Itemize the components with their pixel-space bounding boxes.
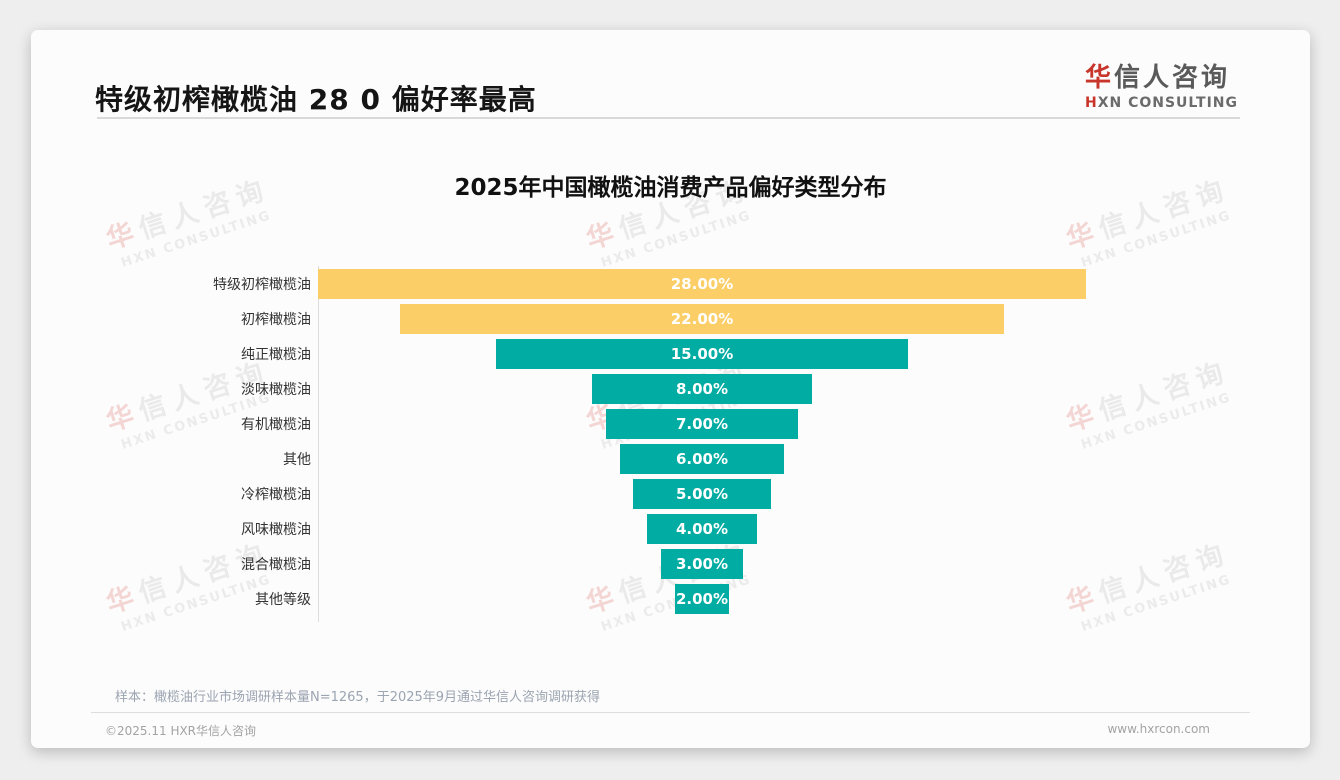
chart-row: 其他 6.00%	[95, 444, 1270, 474]
bar-value-label: 28.00%	[670, 275, 734, 293]
footer-website: www.hxrcon.com	[1107, 722, 1210, 736]
chart-row: 淡味橄榄油 8.00%	[95, 374, 1270, 404]
bar-value-label: 8.00%	[675, 380, 729, 398]
category-axis-line	[318, 266, 319, 622]
funnel-bar: 6.00%	[619, 444, 785, 474]
bar-area: 2.00%	[318, 584, 1270, 614]
logo-cn-text: 华信人咨询	[1084, 63, 1230, 93]
funnel-bar: 4.00%	[647, 514, 757, 544]
chart-row: 特级初榨橄榄油 28.00%	[95, 269, 1270, 299]
sample-note: 样本：橄榄油行业市场调研样本量N=1265，于2025年9月通过华信人咨询调研获…	[115, 690, 601, 705]
funnel-bar: 15.00%	[496, 339, 908, 369]
bar-value-label: 22.00%	[670, 310, 734, 328]
funnel-bar: 22.00%	[400, 304, 1004, 334]
company-logo: 华信人咨询 HXN CONSULTING	[1085, 57, 1238, 111]
bar-area: 4.00%	[318, 514, 1270, 544]
bar-value-label: 6.00%	[675, 450, 728, 468]
chart-row: 混合橄榄油 3.00%	[95, 549, 1270, 579]
logo-en-text: HXN CONSULTING	[1084, 95, 1238, 111]
funnel-bar: 5.00%	[633, 479, 771, 509]
chart-row: 初榨橄榄油 22.00%	[95, 304, 1270, 334]
bar-value-label: 7.00%	[675, 415, 729, 433]
category-label: 混合橄榄油	[241, 557, 311, 573]
chart-row: 风味橄榄油 4.00%	[95, 514, 1270, 544]
bar-value-label: 15.00%	[670, 345, 734, 363]
bar-value-label: 2.00%	[675, 590, 728, 608]
bar-area: 3.00%	[318, 549, 1270, 579]
funnel-chart: 特级初榨橄榄油 28.00% 初榨橄榄油 22.00% 纯正橄榄油 15.00%…	[95, 266, 1270, 622]
bar-area: 7.00%	[318, 409, 1270, 439]
chart-row: 冷榨橄榄油 5.00%	[95, 479, 1270, 509]
chart-row: 纯正橄榄油 15.00%	[95, 339, 1270, 369]
category-label: 淡味橄榄油	[241, 382, 311, 398]
footer-divider	[91, 712, 1250, 713]
bar-area: 5.00%	[318, 479, 1270, 509]
bar-value-label: 4.00%	[675, 520, 729, 538]
bar-area: 28.00%	[318, 269, 1270, 299]
header-divider	[97, 117, 1240, 119]
chart-title: 2025年中国橄榄油消费产品偏好类型分布	[454, 175, 887, 201]
bar-area: 8.00%	[318, 374, 1270, 404]
category-label: 其他	[283, 452, 311, 468]
bar-area: 15.00%	[318, 339, 1270, 369]
bar-value-label: 5.00%	[675, 485, 729, 503]
chart-row: 其他等级 2.00%	[95, 584, 1270, 614]
page-title: 特级初榨橄榄油 28 0 偏好率最高	[95, 83, 537, 116]
funnel-bar: 28.00%	[318, 269, 1086, 299]
category-label: 有机橄榄油	[241, 417, 311, 433]
category-label: 纯正橄榄油	[241, 347, 311, 363]
funnel-bar: 3.00%	[660, 549, 744, 579]
bar-area: 6.00%	[318, 444, 1270, 474]
funnel-bar: 8.00%	[592, 374, 812, 404]
category-label: 特级初榨橄榄油	[213, 277, 311, 293]
category-label: 初榨橄榄油	[241, 312, 311, 328]
chart-row: 有机橄榄油 7.00%	[95, 409, 1270, 439]
footer-copyright: ©2025.11 HXR华信人咨询	[105, 724, 257, 738]
report-card: 华信人咨询 HXN CONSULTING 华信人咨询 HXN CONSULTING 华信…	[31, 30, 1310, 748]
bar-value-label: 3.00%	[675, 555, 728, 573]
funnel-bar: 2.00%	[674, 584, 730, 614]
funnel-bar: 7.00%	[606, 409, 798, 439]
category-label: 冷榨橄榄油	[241, 487, 311, 503]
category-label: 风味橄榄油	[241, 522, 311, 538]
bar-area: 22.00%	[318, 304, 1270, 334]
category-label: 其他等级	[255, 592, 311, 608]
